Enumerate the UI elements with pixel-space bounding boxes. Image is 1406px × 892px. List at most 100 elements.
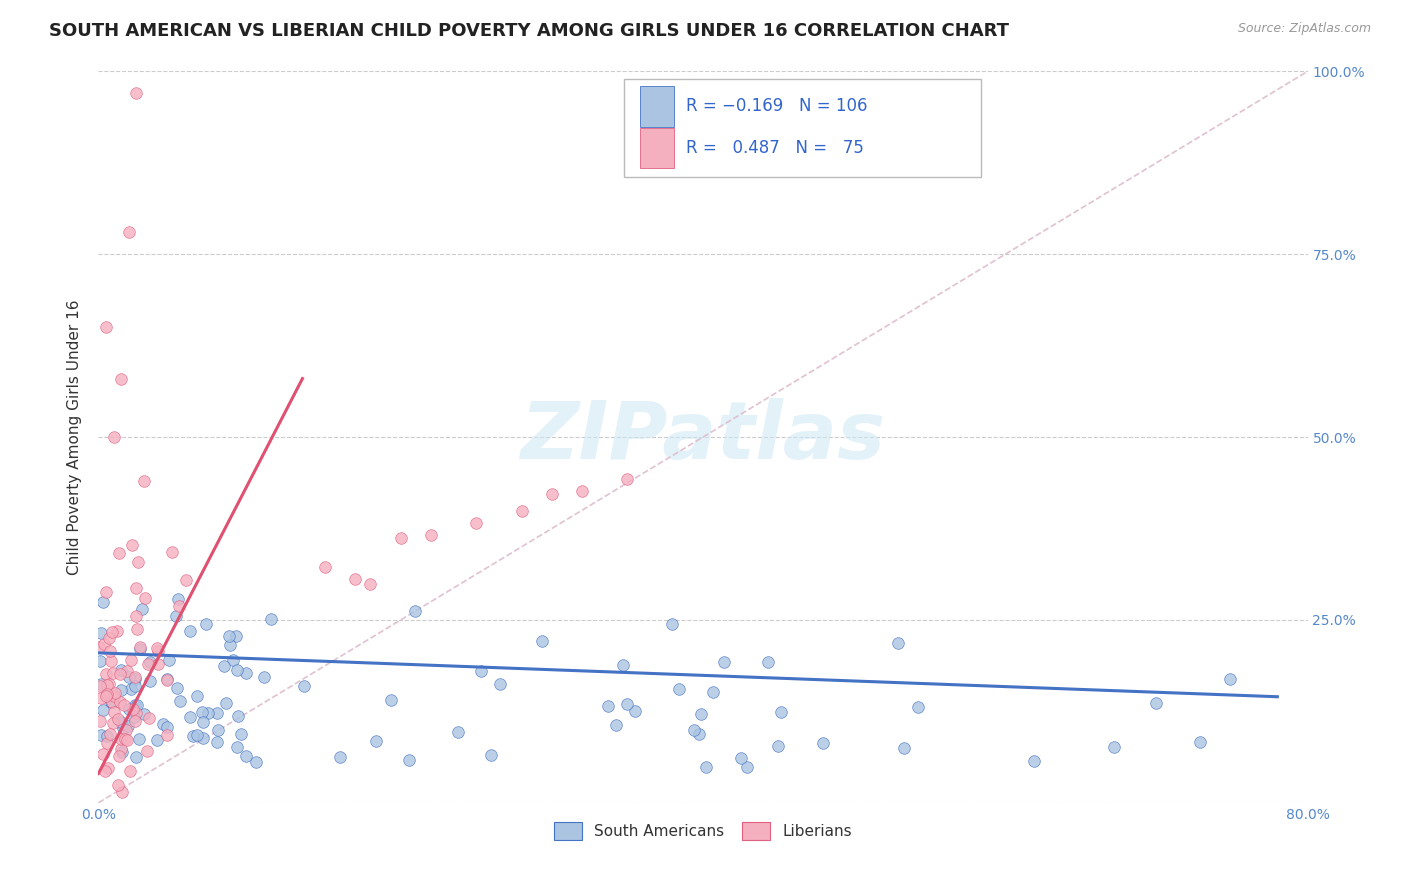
Point: [100, 624, 122, 639]
Point: [91, 595, 114, 609]
Point: [612, 658, 634, 673]
Point: [94, 764, 117, 779]
Point: [110, 666, 132, 681]
Point: [110, 695, 132, 709]
Point: [616, 697, 638, 711]
Point: [101, 666, 124, 681]
Point: [146, 643, 169, 657]
Point: [108, 749, 131, 764]
Point: [166, 592, 188, 607]
Point: [110, 663, 132, 677]
Point: [120, 653, 142, 667]
Point: [713, 655, 735, 669]
Point: [94, 689, 117, 703]
Point: [124, 698, 146, 712]
Point: [605, 718, 627, 732]
Point: [235, 666, 257, 681]
Point: [98, 631, 121, 645]
Point: [103, 706, 125, 720]
Point: [160, 545, 183, 559]
Point: [118, 225, 141, 239]
Point: [571, 483, 593, 498]
Point: [89, 679, 111, 693]
Point: [134, 591, 156, 606]
Point: [770, 705, 793, 719]
Point: [420, 527, 443, 541]
Point: [128, 640, 150, 654]
Point: [157, 653, 180, 667]
Point: [219, 638, 242, 652]
Point: [737, 760, 759, 774]
Point: [235, 748, 257, 763]
Point: [107, 712, 129, 726]
Point: [194, 616, 217, 631]
Point: [176, 574, 198, 588]
Point: [260, 612, 283, 626]
Point: [128, 731, 150, 746]
Point: [688, 726, 710, 740]
Point: [120, 682, 142, 697]
Point: [212, 659, 235, 673]
Point: [489, 677, 512, 691]
Point: [132, 474, 155, 488]
Point: [886, 635, 908, 649]
Point: [121, 538, 143, 552]
Point: [1144, 696, 1167, 710]
Point: [218, 629, 240, 643]
Point: [231, 727, 253, 741]
Point: [156, 672, 179, 686]
Point: [186, 689, 208, 703]
Point: [111, 716, 134, 731]
Point: [661, 617, 683, 632]
Point: [96, 687, 118, 701]
Point: [540, 487, 562, 501]
Point: [125, 750, 148, 764]
Point: [96, 735, 118, 749]
Point: [695, 760, 717, 774]
Point: [479, 747, 502, 762]
Point: [245, 755, 267, 769]
Point: [191, 731, 214, 746]
Point: [226, 740, 249, 755]
Point: [139, 674, 162, 689]
Text: ZIPatlas: ZIPatlas: [520, 398, 886, 476]
Point: [94, 320, 117, 334]
Text: R =   0.487   N =   75: R = 0.487 N = 75: [686, 139, 863, 157]
Point: [616, 472, 638, 486]
Point: [668, 682, 690, 697]
Point: [90, 691, 112, 706]
Point: [105, 624, 128, 639]
Point: [136, 657, 159, 671]
Point: [690, 707, 713, 722]
Point: [766, 739, 789, 754]
Point: [124, 670, 146, 684]
Point: [205, 706, 228, 720]
Point: [186, 728, 208, 742]
Point: [156, 728, 179, 742]
Point: [118, 764, 141, 778]
Point: [179, 624, 201, 639]
Point: [314, 560, 336, 574]
Point: [89, 714, 111, 728]
Point: [226, 709, 249, 723]
Point: [156, 720, 179, 734]
Point: [94, 666, 117, 681]
Point: [380, 692, 402, 706]
Point: [191, 714, 214, 729]
Point: [87, 640, 110, 654]
Point: [124, 672, 146, 686]
Point: [360, 577, 382, 591]
Point: [110, 745, 132, 759]
Point: [107, 778, 129, 792]
Point: [215, 696, 238, 710]
Point: [148, 657, 170, 672]
Point: [624, 704, 647, 718]
Bar: [640, 87, 673, 127]
Point: [138, 711, 160, 725]
Point: [366, 734, 388, 748]
Point: [115, 665, 138, 679]
Point: [135, 744, 157, 758]
Point: [118, 670, 141, 684]
Point: [758, 655, 780, 669]
Point: [125, 581, 148, 595]
